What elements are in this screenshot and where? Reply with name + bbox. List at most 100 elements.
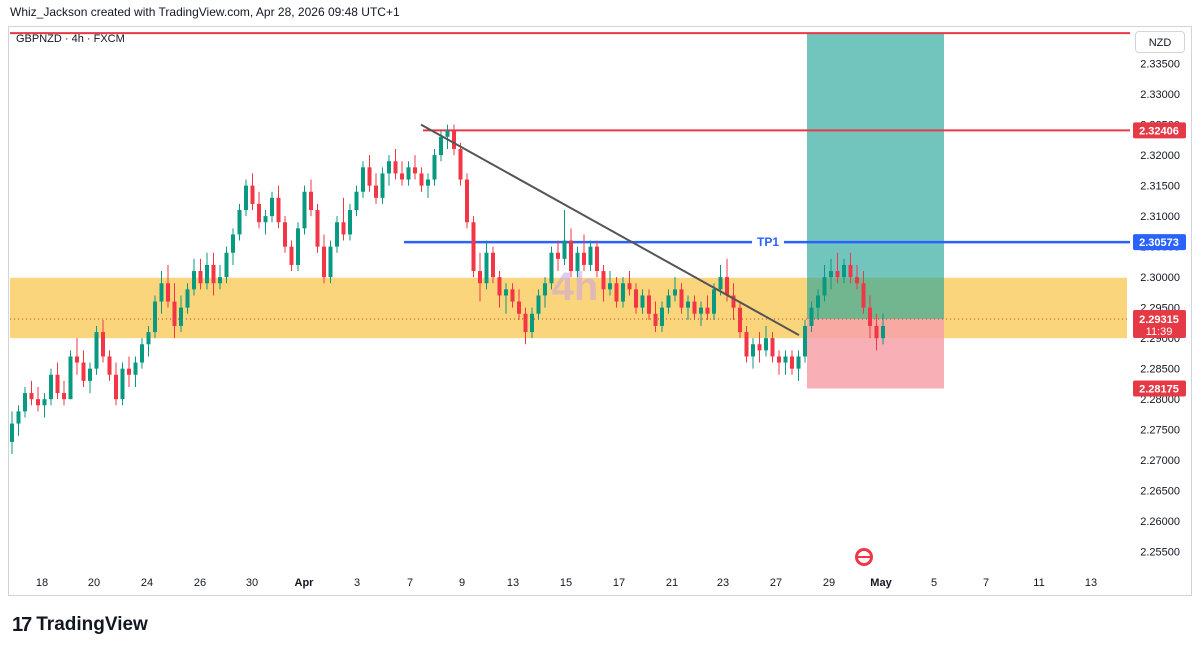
x-tick-label: 17 [613, 577, 625, 589]
candle-body [10, 423, 14, 442]
candle-body [588, 246, 593, 265]
candle-body [387, 161, 391, 174]
candle-body [439, 136, 443, 156]
candle-body [569, 240, 573, 272]
countdown-label: 11:39 [1146, 326, 1173, 338]
candle-body [309, 191, 313, 211]
price-label-tp [1133, 234, 1186, 251]
candle-body [634, 289, 638, 308]
candle-body [647, 295, 651, 314]
candle-body [452, 130, 456, 150]
y-tick-label: 2.28000 [1140, 394, 1180, 406]
candle-body [530, 313, 534, 333]
candle-body [666, 295, 671, 308]
candle-body [179, 307, 183, 326]
candle-body [445, 130, 450, 137]
candle-body [595, 246, 599, 272]
y-tick-label: 2.25500 [1140, 547, 1180, 559]
x-tick-label: 7 [407, 577, 413, 589]
tradingview-mark-icon: 17 [12, 613, 32, 636]
candle-body [367, 167, 372, 186]
candle-body [107, 356, 112, 375]
candle-body [413, 167, 417, 174]
candle-body [497, 277, 502, 296]
x-tick-label: 11 [1033, 577, 1044, 589]
candle-body [211, 264, 216, 284]
candle-body [627, 283, 632, 290]
candle-body [705, 307, 710, 314]
candle-body [185, 289, 190, 308]
candle-body [718, 277, 723, 290]
candle-body [296, 228, 300, 265]
symbol-label: GBPNZD · 4h · FXCM [16, 33, 125, 45]
price-label-stop [1133, 380, 1186, 397]
candle-body [712, 289, 716, 314]
candle-body [653, 313, 658, 326]
candle-body [562, 240, 567, 259]
candle-body [263, 216, 268, 223]
candle-body [146, 332, 151, 345]
candle-body [36, 399, 40, 406]
currency-button[interactable]: NZD [1135, 31, 1185, 53]
candle-body [198, 271, 203, 284]
candle-body [224, 252, 229, 278]
chart-panel[interactable] [8, 26, 1192, 596]
candle-body [354, 191, 359, 211]
candle-body [62, 393, 66, 400]
y-tick-label: 2.33000 [1140, 89, 1180, 101]
candle-body [757, 344, 762, 351]
candle-body [49, 374, 53, 400]
candle-body [400, 173, 404, 180]
x-tick-label: 3 [354, 577, 360, 589]
candle-body [68, 356, 73, 400]
candle-body [302, 191, 307, 229]
y-tick-label: 2.26500 [1140, 486, 1180, 498]
x-tick-label: 29 [823, 577, 835, 589]
candle-body [426, 179, 430, 186]
price-label-text-resistance: 2.32406 [1139, 125, 1179, 137]
candle-body [478, 271, 482, 284]
candle-body [120, 368, 125, 400]
x-tick-label: 23 [717, 577, 729, 589]
candle-body [731, 295, 736, 308]
descending-trendline [420, 123, 800, 336]
candle-body [835, 271, 840, 278]
candle-body [16, 411, 21, 424]
x-tick-label: 20 [88, 577, 100, 589]
x-tick-label: 21 [666, 577, 678, 589]
candle-body [491, 252, 495, 278]
candle-body [192, 271, 196, 290]
candle-body [582, 252, 586, 265]
candle-body [374, 185, 378, 198]
chart-author-header: Whiz_Jackson created with TradingView.co… [10, 5, 400, 19]
candle-body [205, 264, 209, 284]
candle-body [543, 283, 547, 296]
x-tick-label: 24 [141, 577, 153, 589]
candle-body [829, 271, 833, 278]
y-tick-label: 2.27000 [1140, 455, 1180, 467]
candle-body [127, 368, 131, 375]
tradingview-logo[interactable]: 17 TradingView [12, 612, 148, 638]
candle-body [361, 167, 365, 192]
y-tick-label: 2.31500 [1140, 181, 1180, 193]
candle-body [523, 313, 528, 333]
candle-body [289, 246, 294, 265]
candle-body [380, 173, 385, 198]
candle-body [744, 332, 749, 357]
x-tick-label: 18 [36, 577, 48, 589]
candle-body [23, 393, 27, 412]
candle-body [504, 289, 508, 296]
candle-body [94, 332, 99, 369]
x-tick-label: 13 [1085, 577, 1097, 589]
x-tick-label: 9 [459, 577, 465, 589]
candle-body [133, 362, 138, 375]
candle-body [842, 264, 846, 278]
candle-body [140, 344, 144, 363]
candle-body [608, 283, 612, 290]
x-tick-label: 13 [507, 577, 519, 589]
candle-body [868, 307, 872, 326]
candle-body [783, 356, 788, 363]
candle-body [777, 356, 781, 363]
x-tick-label: 26 [194, 577, 206, 589]
